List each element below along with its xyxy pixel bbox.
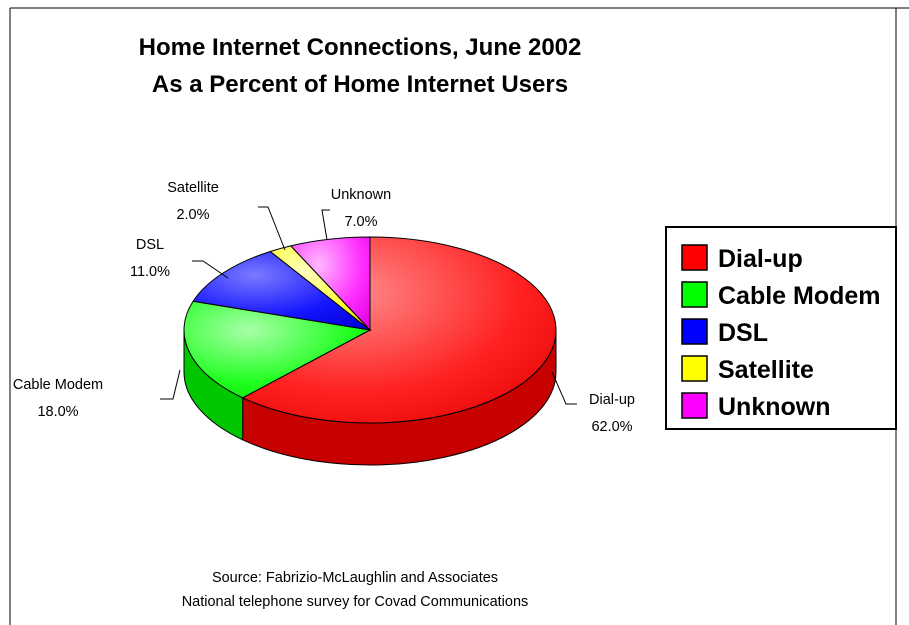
slice-value-cable-modem: 18.0% xyxy=(37,404,78,420)
source-line-1: Source: Fabrizio-McLaughlin and Associat… xyxy=(212,570,498,586)
slice-label-satellite: Satellite xyxy=(167,180,219,196)
chart-title-line-1: Home Internet Connections, June 2002 xyxy=(139,34,582,61)
legend-label-cable-modem: Cable Modem xyxy=(718,282,881,310)
slice-value-satellite: 2.0% xyxy=(176,207,209,223)
legend-swatch-dial-up xyxy=(681,244,708,271)
pie-slices-group xyxy=(183,236,557,466)
slice-value-unknown: 7.0% xyxy=(344,214,377,230)
slice-unknown xyxy=(289,236,371,332)
legend-label-unknown: Unknown xyxy=(718,393,831,421)
slice-cable-modem xyxy=(183,300,372,399)
slice-value-dial-up: 62.0% xyxy=(591,419,632,435)
legend-swatch-unknown xyxy=(681,392,708,419)
leader-line-satellite xyxy=(258,206,286,251)
leader-line-unknown xyxy=(321,209,330,241)
slice-label-unknown: Unknown xyxy=(331,187,391,203)
leader-lines-group xyxy=(160,206,577,405)
leader-line-dial-up xyxy=(551,371,577,405)
leader-line-cable-modem xyxy=(160,369,181,400)
slice-labels-group: Dial-up 62.0% Cable Modem 18.0% DSL 11.0% Sate… xyxy=(13,180,635,435)
legend-label-dsl: DSL xyxy=(718,319,768,347)
legend-swatch-cable-modem xyxy=(681,281,708,308)
legend-swatch-satellite xyxy=(681,355,708,382)
slice-label-dial-up: Dial-up xyxy=(589,392,635,408)
legend-label-satellite: Satellite xyxy=(718,356,814,384)
leader-line-dsl xyxy=(192,260,229,279)
slice-value-dsl: 11.0% xyxy=(130,264,170,280)
slice-dial-up xyxy=(241,236,557,424)
slice-label-cable-modem: Cable Modem xyxy=(13,377,103,393)
legend-label-dial-up: Dial-up xyxy=(718,245,803,273)
slice-dsl xyxy=(192,250,372,331)
slice-label-dsl: DSL xyxy=(136,237,164,253)
chart-title-line-2: As a Percent of Home Internet Users xyxy=(152,71,568,98)
legend-swatch-dsl xyxy=(681,318,708,345)
source-line-2: National telephone survey for Covad Comm… xyxy=(182,594,529,610)
legend: Dial-up Cable Modem DSL Satellite Unknown xyxy=(681,244,881,421)
